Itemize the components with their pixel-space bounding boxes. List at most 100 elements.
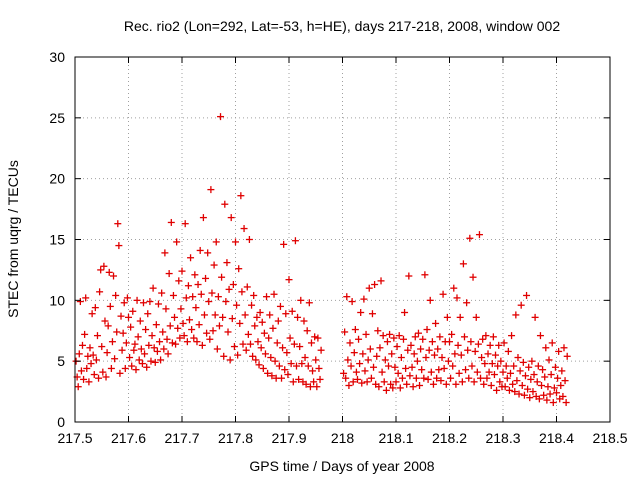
data-point — [518, 382, 526, 389]
data-point — [453, 294, 461, 302]
data-point — [224, 328, 232, 336]
data-point — [125, 313, 132, 321]
data-point — [176, 334, 184, 342]
data-point — [545, 356, 553, 364]
data-point — [542, 344, 550, 352]
data-point — [258, 318, 266, 326]
data-point — [223, 259, 231, 267]
data-point — [543, 396, 551, 404]
data-point — [234, 351, 242, 359]
data-point — [177, 305, 185, 313]
data-point — [181, 220, 189, 228]
data-point — [481, 360, 489, 368]
data-point — [346, 339, 354, 347]
data-point — [352, 368, 360, 376]
data-point — [458, 378, 466, 386]
data-point — [472, 313, 480, 321]
data-point — [269, 324, 277, 332]
data-point — [274, 317, 282, 325]
data-point — [525, 363, 533, 371]
data-point — [99, 368, 107, 376]
data-point — [514, 354, 522, 362]
data-point — [426, 296, 434, 304]
data-point — [141, 350, 149, 358]
data-point — [470, 378, 478, 386]
data-point — [143, 363, 151, 371]
data-point — [413, 357, 421, 365]
data-point — [102, 373, 110, 381]
data-point — [245, 236, 253, 243]
data-point — [217, 113, 225, 121]
data-point — [380, 378, 388, 386]
data-point — [313, 383, 321, 391]
data-point — [554, 374, 562, 382]
data-point — [316, 375, 324, 383]
data-point — [398, 374, 406, 382]
data-point — [410, 350, 418, 358]
y-tick-label: 25 — [49, 110, 65, 126]
data-point — [198, 341, 206, 349]
data-point — [359, 350, 367, 358]
data-point — [174, 324, 182, 332]
chart-title: Rec. rio2 (Lon=292, Lat=-53, h=HE), days… — [124, 18, 560, 34]
data-point — [423, 326, 431, 334]
data-point — [214, 293, 222, 301]
data-point — [404, 346, 412, 354]
data-point — [496, 378, 504, 386]
data-point — [529, 388, 537, 396]
data-point — [271, 357, 279, 365]
data-point — [207, 186, 215, 194]
data-point — [560, 344, 568, 352]
data-point — [75, 350, 83, 358]
data-point — [157, 356, 165, 364]
data-point — [166, 322, 174, 330]
data-point — [161, 249, 169, 257]
data-point — [341, 328, 349, 336]
data-point — [493, 386, 501, 394]
data-point — [192, 304, 200, 312]
data-point — [193, 338, 201, 346]
data-point — [446, 338, 453, 346]
data-point — [317, 346, 325, 354]
data-point — [538, 382, 546, 389]
data-point — [276, 302, 284, 310]
data-point — [530, 371, 538, 379]
data-point — [401, 309, 409, 316]
data-point — [438, 354, 446, 362]
data-point — [152, 321, 160, 329]
data-point — [437, 377, 445, 385]
data-point — [312, 356, 320, 364]
data-point — [146, 298, 154, 306]
data-point — [179, 319, 187, 327]
data-point — [396, 384, 404, 392]
data-point — [397, 354, 405, 362]
data-point — [512, 311, 520, 319]
x-axis-label: GPS time / Days of year 2008 — [249, 458, 434, 474]
data-point — [252, 356, 260, 364]
data-point — [168, 339, 176, 347]
data-point — [259, 364, 267, 372]
data-point — [199, 214, 207, 222]
data-point — [451, 350, 459, 358]
data-point — [439, 290, 447, 298]
data-point — [366, 345, 374, 353]
data-point — [309, 367, 317, 375]
data-point — [469, 273, 477, 281]
data-point — [92, 356, 100, 364]
data-point — [304, 362, 312, 370]
data-point — [172, 340, 180, 348]
data-point — [399, 335, 407, 343]
data-point — [255, 361, 263, 369]
data-point — [80, 375, 88, 383]
y-tick-label: 20 — [49, 171, 65, 187]
data-point — [139, 299, 147, 307]
data-point — [363, 378, 371, 386]
data-point — [263, 293, 271, 301]
x-tick-label: 218.2 — [432, 430, 467, 446]
data-point — [492, 351, 500, 359]
data-point — [500, 339, 508, 347]
data-point — [364, 356, 372, 364]
data-point — [76, 298, 84, 306]
data-point — [383, 338, 391, 346]
data-point — [379, 332, 387, 340]
